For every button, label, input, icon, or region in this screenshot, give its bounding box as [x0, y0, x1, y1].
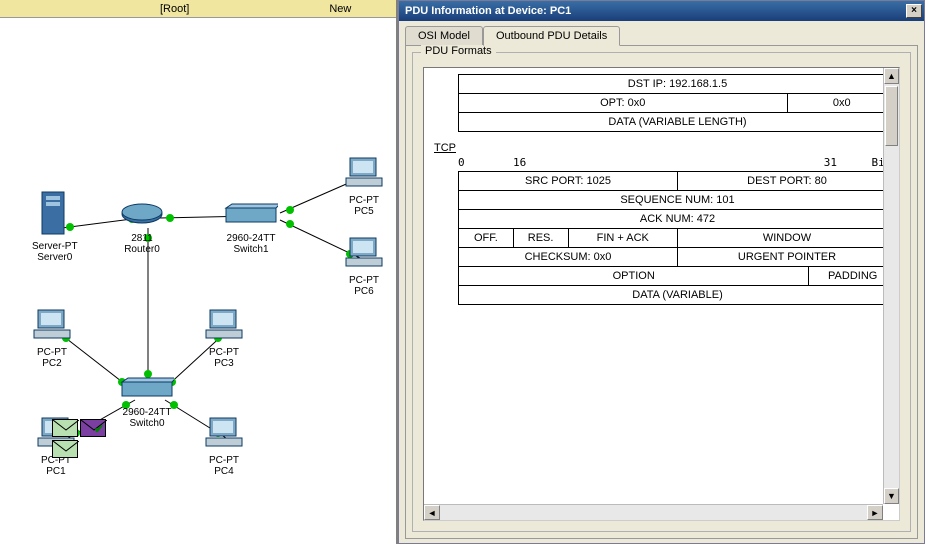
envelope-icon [53, 420, 79, 438]
tcp-urgent: URGENT POINTER [678, 248, 897, 267]
scale-16: 16 [513, 156, 733, 169]
tab-strip: OSI Model Outbound PDU Details [399, 21, 924, 45]
topology-canvas[interactable]: Server-PTServer0 2811Router0 2960-24TTSw… [0, 18, 398, 544]
pdu-content: DST IP: 192.168.1.5 OPT: 0x0 0x0 DATA (V… [434, 74, 873, 500]
scale-0: 0 [458, 156, 513, 169]
device-name: PC2 [42, 358, 61, 369]
device-name: PC6 [354, 286, 373, 297]
pdu-formats-group: PDU Formats DST IP: 192.168.1.5 OPT: 0x0… [412, 52, 911, 532]
tcp-ack: ACK NUM: 472 [459, 210, 897, 229]
tab-osi-model[interactable]: OSI Model [405, 26, 483, 46]
window-titlebar[interactable]: PDU Information at Device: PC1 × [399, 1, 924, 21]
device-router0[interactable]: 2811Router0 [120, 202, 164, 255]
close-button[interactable]: × [906, 4, 922, 18]
device-type: 2811 [131, 233, 153, 244]
device-type: PC-PT [209, 455, 239, 466]
check-icon: ✔ [94, 422, 104, 436]
workspace-toolbar: [Root] New [0, 0, 396, 18]
device-type: PC-PT [349, 275, 379, 286]
tcp-seq: SEQUENCE NUM: 101 [459, 191, 897, 210]
ip-pad: 0x0 [787, 94, 897, 113]
device-type: Server-PT [32, 241, 78, 252]
scroll-thumb[interactable] [885, 86, 898, 146]
scroll-left-button[interactable]: ◄ [424, 505, 440, 520]
ip-opt: OPT: 0x0 [459, 94, 788, 113]
scale-31: 31 [733, 156, 843, 169]
switch-icon [224, 202, 278, 228]
pdu-info-window: PDU Information at Device: PC1 × OSI Mod… [398, 0, 925, 544]
device-name: Router0 [124, 244, 160, 255]
bit-scale: 0 16 31 Bits [458, 156, 898, 169]
pc-icon [204, 416, 244, 450]
ip-header-table: DST IP: 192.168.1.5 OPT: 0x0 0x0 DATA (V… [458, 74, 897, 132]
router-icon [120, 202, 164, 228]
device-name: PC4 [214, 466, 233, 477]
scroll-down-button[interactable]: ▼ [884, 488, 899, 504]
pc-icon [344, 236, 384, 270]
tcp-res: RES. [513, 229, 568, 248]
tcp-dst-port: DEST PORT: 80 [678, 172, 897, 191]
tcp-off: OFF. [459, 229, 514, 248]
tcp-flags: FIN + ACK [568, 229, 678, 248]
horizontal-scrollbar[interactable]: ◄ ► [424, 504, 883, 520]
device-pc5[interactable]: PC-PTPC5 [344, 156, 384, 217]
pc-icon [344, 156, 384, 190]
pdu-envelope-icon[interactable]: ✔ [80, 419, 106, 437]
device-name: PC3 [214, 358, 233, 369]
topology-workspace[interactable]: [Root] New [0, 0, 398, 544]
device-type: PC-PT [209, 347, 239, 358]
device-pc4[interactable]: PC-PTPC4 [204, 416, 244, 477]
device-type: PC-PT [37, 347, 67, 358]
pdu-envelope-icon[interactable] [52, 419, 78, 437]
device-name: PC1 [46, 466, 65, 477]
new-label: New [329, 3, 351, 15]
tcp-src-port: SRC PORT: 1025 [459, 172, 678, 191]
server-icon [40, 190, 70, 236]
vertical-scrollbar[interactable]: ▲ ▼ [883, 68, 899, 504]
scroll-right-button[interactable]: ► [867, 505, 883, 520]
tab-outbound-pdu[interactable]: Outbound PDU Details [483, 26, 620, 46]
tcp-header-table: SRC PORT: 1025 DEST PORT: 80 SEQUENCE NU… [458, 171, 897, 305]
scroll-up-button[interactable]: ▲ [884, 68, 899, 84]
device-type: PC-PT [349, 195, 379, 206]
device-type: 2960-24TT [227, 233, 276, 244]
ip-dst: DST IP: 192.168.1.5 [459, 75, 897, 94]
device-pc2[interactable]: PC-PTPC2 [32, 308, 72, 369]
device-switch0[interactable]: 2960-24TTSwitch0 [120, 376, 174, 429]
ip-data: DATA (VARIABLE LENGTH) [459, 113, 897, 132]
pc-icon [204, 308, 244, 342]
device-pc6[interactable]: PC-PTPC6 [344, 236, 384, 297]
device-name: Server0 [37, 252, 72, 263]
device-pc3[interactable]: PC-PTPC3 [204, 308, 244, 369]
tab-page: PDU Formats DST IP: 192.168.1.5 OPT: 0x0… [405, 45, 918, 539]
switch-icon [120, 376, 174, 402]
pdu-envelope-icon[interactable] [52, 440, 78, 458]
device-name: PC5 [354, 206, 373, 217]
pdu-scroll-area: DST IP: 192.168.1.5 OPT: 0x0 0x0 DATA (V… [423, 67, 900, 521]
group-label: PDU Formats [421, 45, 496, 57]
device-switch1[interactable]: 2960-24TTSwitch1 [224, 202, 278, 255]
device-server0[interactable]: Server-PTServer0 [32, 190, 78, 263]
window-title: PDU Information at Device: PC1 [405, 5, 571, 17]
device-name: Switch1 [233, 244, 268, 255]
tcp-checksum: CHECKSUM: 0x0 [459, 248, 678, 267]
root-label: [Root] [160, 3, 189, 15]
tcp-window: WINDOW [678, 229, 897, 248]
tcp-option: OPTION [459, 267, 809, 286]
tcp-data: DATA (VARIABLE) [459, 286, 897, 305]
device-name: Switch0 [129, 418, 164, 429]
tcp-section-title: TCP [434, 142, 873, 154]
device-type: 2960-24TT [123, 407, 172, 418]
envelope-icon [53, 441, 79, 459]
pc-icon [32, 308, 72, 342]
